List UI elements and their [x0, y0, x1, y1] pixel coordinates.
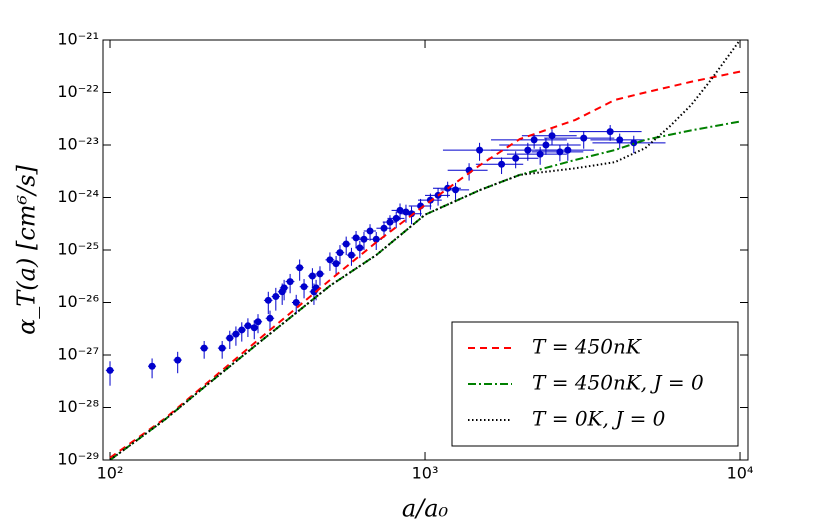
data-point [280, 284, 288, 292]
data-point [556, 148, 564, 156]
data-point [564, 146, 572, 154]
y-tick-label: 10⁻²¹ [57, 30, 99, 49]
x-tick-label: 10² [97, 464, 124, 483]
y-tick-label: 10⁻²⁶ [57, 292, 99, 311]
data-point [366, 227, 374, 235]
data-point [266, 314, 274, 322]
data-point [174, 356, 182, 364]
data-point [308, 272, 316, 280]
data-point [542, 141, 550, 149]
data-point [316, 270, 324, 278]
data-point [392, 214, 400, 222]
data-point [332, 260, 340, 268]
data-point [512, 154, 520, 162]
legend-label: T = 0K, J = 0 [532, 407, 666, 431]
x-axis-label: a/a₀ [402, 495, 449, 523]
data-point [336, 249, 344, 257]
data-point [498, 160, 506, 168]
model-curve [109, 70, 741, 459]
x-tick-label: 10⁴ [727, 464, 754, 483]
data-point [244, 322, 252, 330]
y-tick-label: 10⁻²⁵ [57, 240, 99, 259]
data-point [148, 362, 156, 370]
data-point [347, 251, 355, 259]
plot-area [105, 40, 741, 460]
x-tick-label: 10³ [412, 464, 439, 483]
legend-box [451, 321, 739, 447]
data-point [452, 186, 460, 194]
model-curve [109, 40, 741, 460]
data-point [606, 128, 614, 136]
data-point [530, 136, 538, 144]
data-point [386, 218, 394, 226]
data-point [250, 324, 258, 332]
legend-label: T = 450nK, J = 0 [532, 371, 704, 395]
data-point [286, 278, 294, 286]
data-point [300, 283, 308, 291]
data-point [232, 330, 240, 338]
data-point [580, 134, 588, 142]
data-point [272, 293, 280, 301]
y-axis-label: α_T(a) [cm⁶/s] [13, 164, 41, 334]
data-point [524, 146, 532, 154]
data-point [536, 150, 544, 158]
data-point [616, 136, 624, 144]
data-point [360, 235, 368, 243]
model-curve [109, 120, 741, 460]
data-point [356, 244, 364, 252]
data-point [218, 344, 226, 352]
data-point [106, 366, 114, 374]
data-point [200, 344, 208, 352]
y-tick-label: 10⁻²² [57, 82, 99, 101]
y-tick-label: 10⁻²⁴ [57, 187, 99, 206]
data-point [238, 326, 246, 334]
data-point [548, 132, 556, 140]
y-tick-label: 10⁻²⁸ [57, 397, 99, 416]
data-point [226, 334, 234, 342]
data-point [396, 206, 404, 214]
data-point [326, 256, 334, 264]
y-tick-label: 10⁻²⁷ [57, 345, 99, 364]
data-point [380, 224, 388, 232]
data-point [372, 235, 380, 243]
data-point [342, 240, 350, 248]
data-point [352, 234, 360, 242]
data-point [264, 296, 272, 304]
data-point [254, 318, 262, 326]
data-point [292, 299, 300, 306]
legend-label: T = 450nK [532, 335, 642, 359]
data-point [476, 146, 484, 154]
y-tick-label: 10⁻²⁹ [57, 450, 99, 469]
data-point [296, 264, 304, 272]
y-tick-label: 10⁻²³ [57, 135, 99, 154]
